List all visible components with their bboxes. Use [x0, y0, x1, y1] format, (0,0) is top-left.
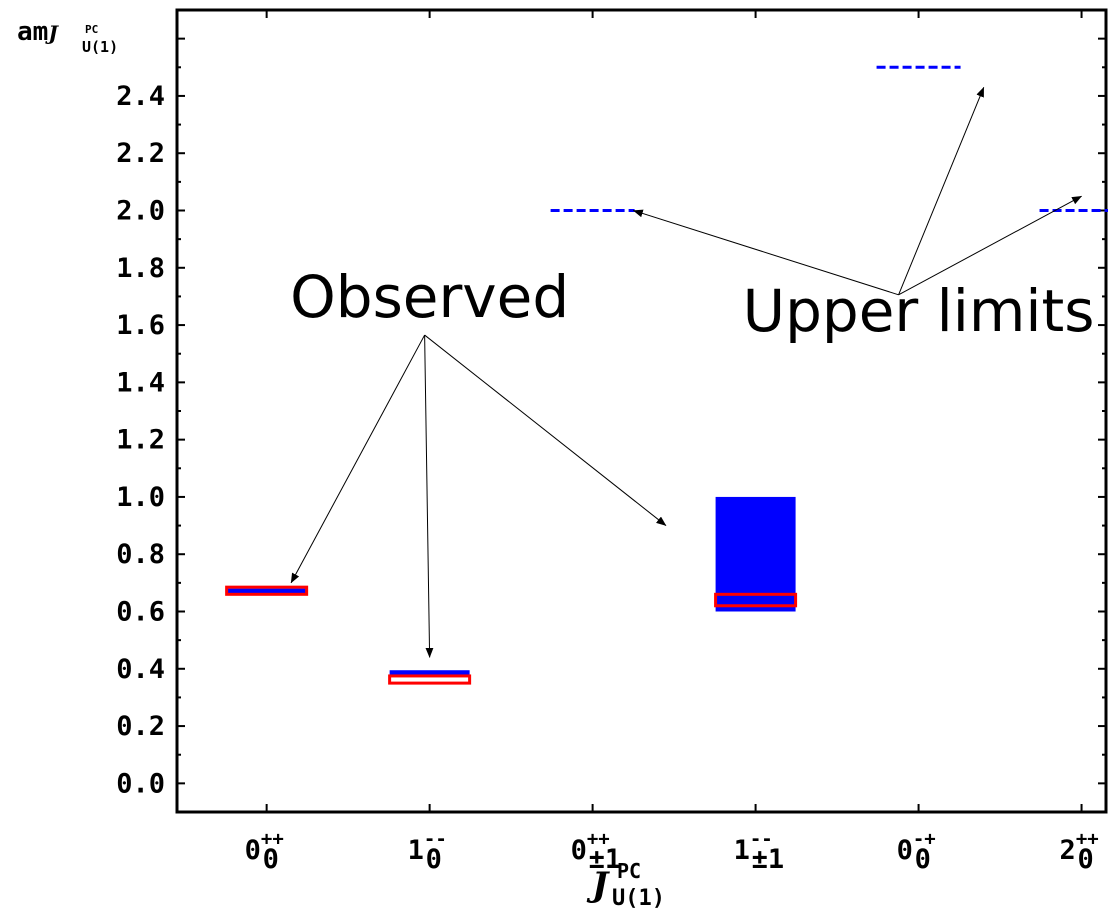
y-tick-label: 0.8 — [116, 539, 165, 570]
y-axis: 0.0 0.2 0.4 0.6 0.8 1.0 1.2 1.4 1.6 1.8 2.0 2.2 2.4 — [116, 9, 1106, 813]
x-axis: 0++0 1--0 0++±1 1--±1 0-+0 2++0 — [245, 10, 1099, 875]
annotation-arrow — [290, 334, 426, 584]
x-tick-label: 0++ — [571, 828, 610, 866]
axis-labels: amJ PCU(1)J PCU(1) — [17, 17, 665, 911]
observed-range — [226, 588, 307, 595]
y-tick-label: 1.8 — [116, 253, 165, 284]
annotation-arrow — [898, 195, 1082, 296]
y-tick-label: 2.4 — [116, 81, 165, 112]
observed-estimate — [225, 585, 309, 596]
y-axis-label-sup: PC — [85, 23, 98, 36]
x-tick-label: 2++ — [1060, 828, 1099, 866]
observed-estimate — [388, 674, 472, 685]
x-axis-label-sub: U(1) — [612, 886, 665, 911]
x-tick-sub: 0 — [915, 844, 931, 875]
y-axis-label: amJ — [17, 17, 59, 47]
x-tick-label: 0++ — [245, 828, 284, 866]
y-tick-label: 1.2 — [116, 425, 165, 456]
y-axis-label-sub: U(1) — [82, 38, 118, 56]
x-tick-sub: ±1 — [752, 844, 785, 875]
y-tick-label: 0.4 — [116, 654, 165, 685]
y-tick-label: 1.6 — [116, 310, 165, 341]
data-marks — [225, 65, 1108, 685]
x-tick-label: 0-+ — [897, 828, 936, 866]
annotations: Observed Upper limits — [290, 86, 1095, 658]
x-tick-label: 1-- — [734, 828, 773, 866]
x-tick-sub: 0 — [263, 844, 279, 875]
observed-estimate — [714, 592, 798, 608]
annotation-arrow — [898, 86, 985, 295]
annotation-arrow — [424, 334, 667, 526]
x-tick-sub: 0 — [1078, 844, 1094, 875]
annotation-arrow — [632, 209, 899, 296]
y-tick-label: 1.0 — [116, 482, 165, 513]
annotation-arrow — [424, 335, 434, 658]
y-tick-label: 2.0 — [116, 196, 165, 227]
y-tick-label: 2.2 — [116, 138, 165, 169]
annotation-label: Upper limits — [743, 277, 1095, 345]
observed-range — [389, 670, 470, 675]
y-tick-label: 0.2 — [116, 711, 165, 742]
y-tick-label: 1.4 — [116, 367, 165, 398]
y-tick-label: 0.6 — [116, 597, 165, 628]
y-tick-label: 0.0 — [116, 768, 165, 799]
x-tick-sub: ±1 — [589, 844, 622, 875]
x-tick-label: 1-- — [408, 828, 447, 866]
annotation-label: Observed — [290, 263, 569, 331]
x-tick-sub: 0 — [426, 844, 442, 875]
x-axis-label-sup: PC — [617, 859, 641, 883]
observed-range — [715, 496, 796, 612]
